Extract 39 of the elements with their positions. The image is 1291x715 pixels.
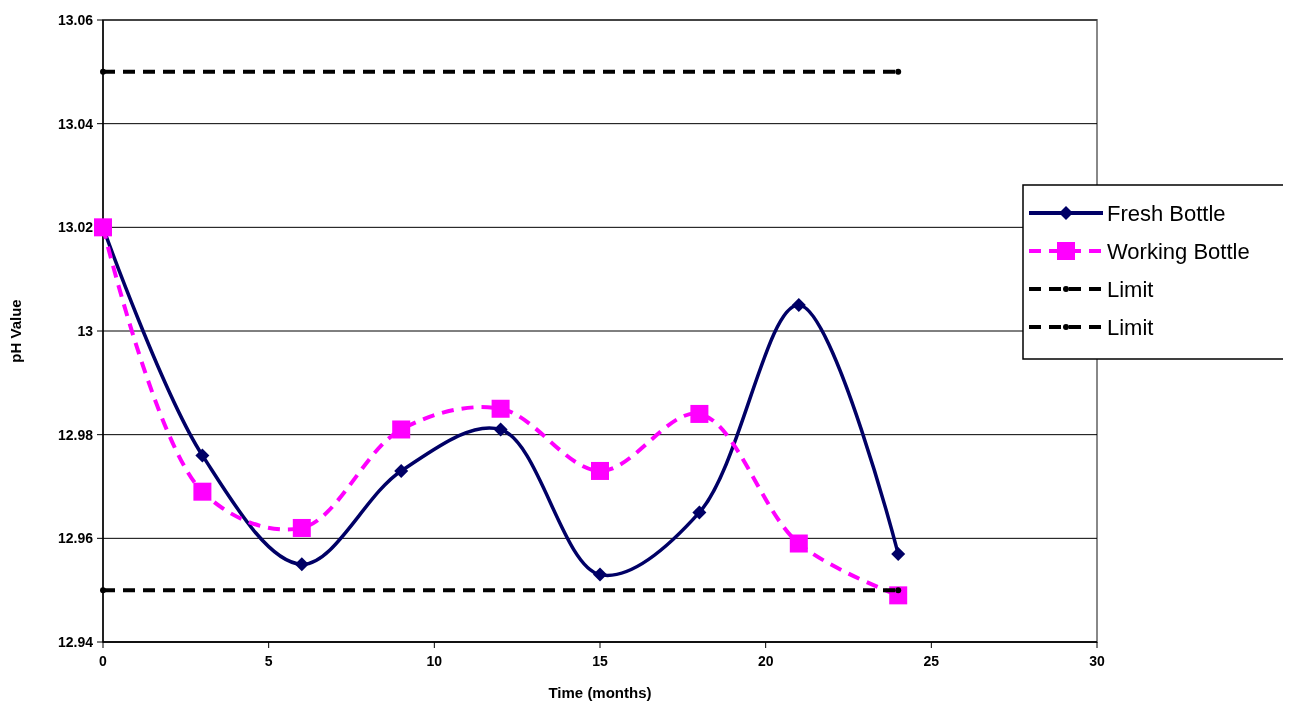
y-tick-label: 12.96 (57, 530, 94, 547)
x-tick-label: 10 (426, 653, 443, 669)
y-tick-label: 13.02 (57, 219, 94, 236)
point (392, 420, 411, 439)
point (593, 567, 607, 582)
legend-label: Fresh Bottle (1107, 200, 1226, 226)
y-axis-title: pH Value (7, 299, 24, 363)
point (491, 399, 510, 418)
point (193, 482, 212, 501)
y-tick-label: 13.06 (57, 11, 94, 28)
point (100, 587, 106, 594)
y-tick-label: 12.98 (57, 426, 94, 443)
point (294, 557, 309, 572)
x-tick-label: 25 (923, 653, 940, 669)
point (195, 448, 210, 463)
y-tick-label: 13 (77, 322, 94, 339)
y-tick-label: 13.04 (57, 115, 94, 132)
point (394, 463, 409, 478)
point (895, 68, 902, 75)
point (100, 68, 106, 75)
x-tick-label: 5 (264, 653, 273, 669)
point (891, 546, 906, 561)
legend-label: Limit (1107, 276, 1154, 302)
x-tick-label: 30 (1089, 653, 1105, 669)
x-tick-label: 20 (757, 653, 774, 669)
x-tick-label: 0 (99, 653, 108, 669)
legend-label: Limit (1107, 314, 1154, 340)
point (493, 422, 508, 437)
point (591, 461, 609, 480)
point (690, 404, 709, 423)
point (692, 505, 707, 520)
point (789, 534, 808, 553)
x-axis-title: Time (months) (548, 684, 652, 701)
x-tick-label: 15 (592, 653, 608, 669)
point (895, 587, 902, 594)
legend-label: Working Bottle (1107, 238, 1250, 264)
y-tick-label: 12.94 (57, 633, 94, 650)
point (292, 518, 311, 537)
point (791, 298, 806, 313)
